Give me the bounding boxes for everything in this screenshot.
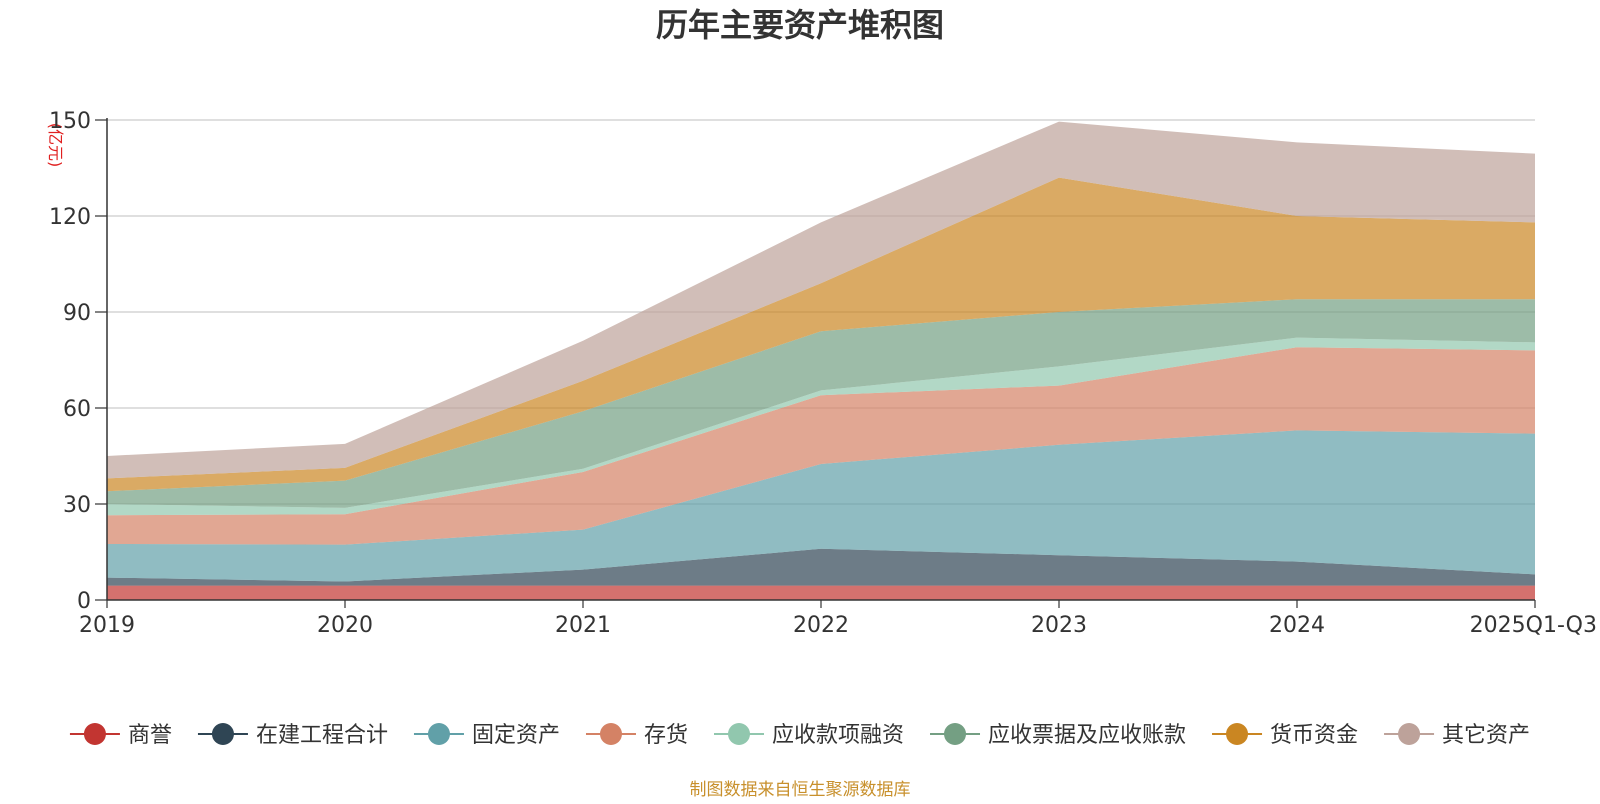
area-series[interactable]: 其它资产 <box>107 121 1535 479</box>
x-tick-label: 2022 <box>793 613 849 638</box>
data-source-note: 制图数据来自恒生聚源数据库 <box>690 780 911 800</box>
legend-marker-icon <box>427 723 450 745</box>
legend-label: 存货 <box>644 723 688 748</box>
area-series[interactable]: 固定资产 <box>107 430 1535 582</box>
legend[interactable]: 商誉 在建工程合计 固定资产 存货 应收款项融资 应收票据及应收账款 货币资金 其它资产 <box>69 723 1530 748</box>
legend-item[interactable]: 商誉 <box>69 723 172 748</box>
legend-item[interactable]: 应收款项融资 <box>714 723 904 748</box>
area-series[interactable]: 应收票据及应收账款 <box>107 299 1535 508</box>
legend-label: 固定资产 <box>472 723 560 748</box>
legend-marker-icon <box>211 723 234 745</box>
y-tick-label: 150 <box>49 109 91 134</box>
y-axis-unit-label: (亿元) <box>46 123 65 168</box>
legend-item[interactable]: 存货 <box>585 723 688 748</box>
chart-title: 历年主要资产堆积图 <box>656 6 944 44</box>
x-tick-label: 2021 <box>555 613 611 638</box>
legend-marker-icon <box>944 723 967 745</box>
y-tick-label: 30 <box>63 493 91 518</box>
legend-item[interactable]: 在建工程合计 <box>197 723 388 748</box>
legend-label: 应收款项融资 <box>772 723 904 748</box>
area-series[interactable]: 货币资金 <box>107 177 1535 492</box>
x-tick-label: 2020 <box>317 613 373 638</box>
legend-marker-icon <box>728 723 750 745</box>
legend-label: 商誉 <box>128 723 172 748</box>
y-tick-label: 60 <box>63 397 91 422</box>
x-tick-label: 2019 <box>79 613 135 638</box>
legend-label: 货币资金 <box>1270 723 1358 748</box>
legend-label: 在建工程合计 <box>256 723 388 748</box>
legend-item[interactable]: 固定资产 <box>413 723 560 748</box>
area-series[interactable]: 在建工程合计 <box>107 548 1535 586</box>
legend-label: 其它资产 <box>1442 723 1530 748</box>
x-tick-label: 2024 <box>1269 613 1325 638</box>
legend-item[interactable]: 应收票据及应收账款 <box>930 723 1186 748</box>
x-tick-label: 2025Q1-Q3 <box>1470 613 1597 638</box>
axes: 0 30 60 90 120 150 2019 2020 2021 2022 2023 2024 202… <box>49 109 1597 638</box>
x-tick-label: 2023 <box>1031 613 1087 638</box>
legend-label: 应收票据及应收账款 <box>988 723 1186 748</box>
y-tick-label: 90 <box>63 301 91 326</box>
legend-item[interactable]: 其它资产 <box>1384 723 1530 748</box>
area-series[interactable]: 商誉 <box>107 585 1535 600</box>
legend-item[interactable]: 货币资金 <box>1212 723 1358 748</box>
y-tick-label: 0 <box>77 589 91 614</box>
legend-marker-icon <box>1226 723 1249 745</box>
legend-marker-icon <box>599 723 622 745</box>
y-tick-label: 120 <box>49 205 91 230</box>
legend-marker-icon <box>1398 723 1421 745</box>
legend-marker-icon <box>83 723 106 745</box>
area-series[interactable]: 存货 <box>107 347 1535 545</box>
